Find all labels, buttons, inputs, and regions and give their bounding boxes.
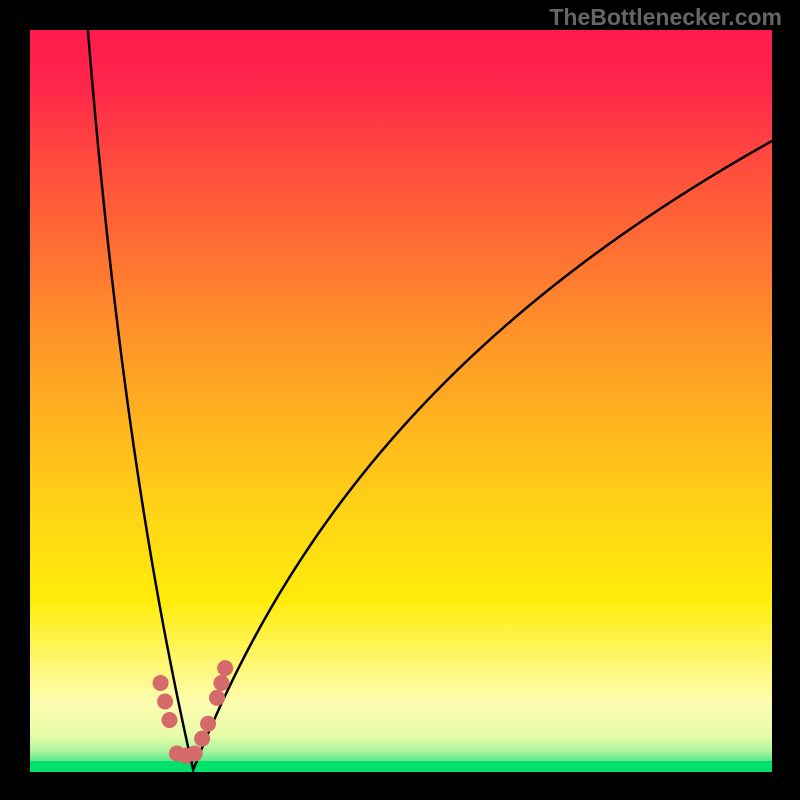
data-marker — [157, 694, 173, 710]
data-marker — [217, 660, 233, 676]
data-marker — [194, 731, 210, 747]
bottleneck-curve — [88, 30, 772, 770]
watermark-text: TheBottlenecker.com — [549, 4, 782, 31]
bottleneck-curve-svg — [30, 30, 772, 772]
data-marker — [213, 675, 229, 691]
data-marker — [200, 716, 216, 732]
data-marker — [209, 690, 225, 706]
data-marker — [162, 712, 178, 728]
data-marker — [153, 675, 169, 691]
data-marker — [187, 745, 203, 761]
chart-frame — [30, 30, 772, 772]
